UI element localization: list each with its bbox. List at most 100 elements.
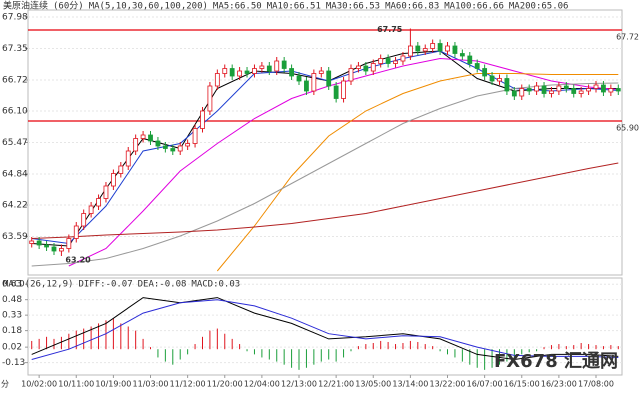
candle-body	[229, 68, 235, 77]
candle-body	[222, 68, 228, 74]
y-tick-label: 65.47	[2, 138, 28, 148]
candle-body	[437, 43, 443, 52]
y-tick-label: 0.02	[2, 343, 22, 353]
x-tick-label: 10/02:00	[21, 380, 57, 389]
y-tick-label: -0.13	[2, 358, 25, 368]
candle-body	[467, 55, 473, 64]
candle-body	[133, 138, 139, 152]
candle-body	[445, 45, 450, 52]
candle-body	[266, 65, 272, 72]
candle-body	[571, 88, 577, 94]
y-tick-label: 66.72	[2, 76, 28, 86]
candle-body	[370, 63, 376, 72]
legend-entry: DIFF:-0.07	[78, 280, 132, 290]
indicator-label: MA(5,10,30,60,100,200)	[89, 2, 208, 12]
legend-entry: MA200:65.06	[509, 2, 569, 12]
candle-body	[578, 90, 584, 94]
corner-label: 分	[1, 380, 9, 389]
y-tick-label: 67.35	[2, 44, 28, 54]
candle-body	[511, 90, 517, 97]
candle-body	[170, 148, 176, 152]
x-tick-label: 11/12:00	[170, 380, 206, 389]
candle-body	[289, 68, 294, 77]
y-tick-label: 0.33	[2, 311, 22, 321]
candle-body	[244, 70, 250, 74]
line-series	[31, 82, 619, 267]
y-tick-label: 64.84	[2, 170, 28, 180]
chart-title: 美原油连续	[3, 0, 48, 12]
candle-body	[326, 70, 332, 87]
legend-entry: MA10:66.51	[267, 2, 321, 12]
candle-body	[140, 134, 146, 139]
candle-body	[214, 73, 220, 87]
candle-body	[162, 145, 168, 149]
candle-body	[430, 43, 436, 49]
candle-body	[348, 68, 354, 82]
candle-body	[534, 85, 540, 92]
candle-body	[281, 60, 287, 69]
candle-body	[489, 75, 495, 82]
extreme-label: 63.20	[65, 256, 91, 265]
candle-body	[237, 70, 243, 77]
candle-body	[563, 85, 569, 89]
candle-body	[378, 58, 384, 64]
candle-body	[526, 88, 532, 92]
x-tick-label: 16/07:00	[467, 380, 503, 389]
x-tick-label: 11/20:00	[207, 380, 243, 389]
reference-label: 67.72	[616, 33, 639, 42]
y-tick-label: 0.63	[2, 280, 22, 290]
x-tick-label: 13/05:00	[355, 380, 391, 389]
candle-body	[185, 143, 191, 147]
candle-body	[556, 85, 562, 92]
extreme-label: 67.75	[377, 25, 403, 34]
candle-body	[318, 70, 324, 74]
candle-body	[341, 80, 346, 99]
y-tick-label: 63.59	[2, 232, 28, 242]
x-tick-label: 16/15:00	[504, 380, 540, 389]
candle-body	[422, 48, 428, 52]
candle-body	[586, 88, 591, 92]
candle-body	[333, 85, 339, 99]
candle-body	[73, 225, 79, 239]
candle-body	[207, 85, 213, 112]
candle-body	[66, 238, 72, 249]
legend-entry: MACD:0.03	[191, 280, 240, 290]
candle-body	[110, 173, 116, 187]
candle-body	[148, 134, 153, 142]
candle-body	[59, 248, 64, 252]
candle-body	[459, 53, 465, 57]
reference-label: 65.90	[616, 124, 639, 133]
candle-body	[497, 78, 502, 82]
line-series	[31, 297, 619, 361]
candle-body	[118, 165, 124, 174]
candle-body	[519, 88, 525, 97]
candle-body	[608, 88, 614, 93]
candle-body	[615, 88, 621, 92]
candle-body	[252, 68, 257, 74]
candle-body	[44, 244, 49, 248]
candle-body	[549, 90, 554, 94]
y-tick-label: 66.10	[2, 107, 28, 117]
x-tick-label: 12/13:00	[281, 380, 317, 389]
line-series	[68, 57, 619, 267]
x-tick-label: 10/19:00	[95, 380, 131, 389]
x-tick-label: 17/08:00	[578, 380, 614, 389]
legend-entry: MA60:66.83	[385, 2, 439, 12]
y-tick-label: 67.98	[2, 13, 28, 23]
candle-body	[103, 185, 109, 199]
candle-body	[200, 110, 205, 129]
candle-body	[541, 85, 547, 94]
candle-body	[81, 213, 87, 227]
x-tick-label: 10/11:00	[58, 380, 94, 389]
candle-body	[96, 198, 101, 207]
y-tick-label: 64.22	[2, 201, 28, 211]
x-tick-label: 13/22:00	[430, 380, 466, 389]
chart-subtitle: (60分)	[53, 1, 84, 12]
macd-panel	[27, 277, 623, 376]
candle-body	[363, 65, 369, 72]
candle-body	[474, 63, 480, 69]
candle-body	[504, 78, 510, 92]
x-tick-label: 12/04:00	[244, 380, 280, 389]
